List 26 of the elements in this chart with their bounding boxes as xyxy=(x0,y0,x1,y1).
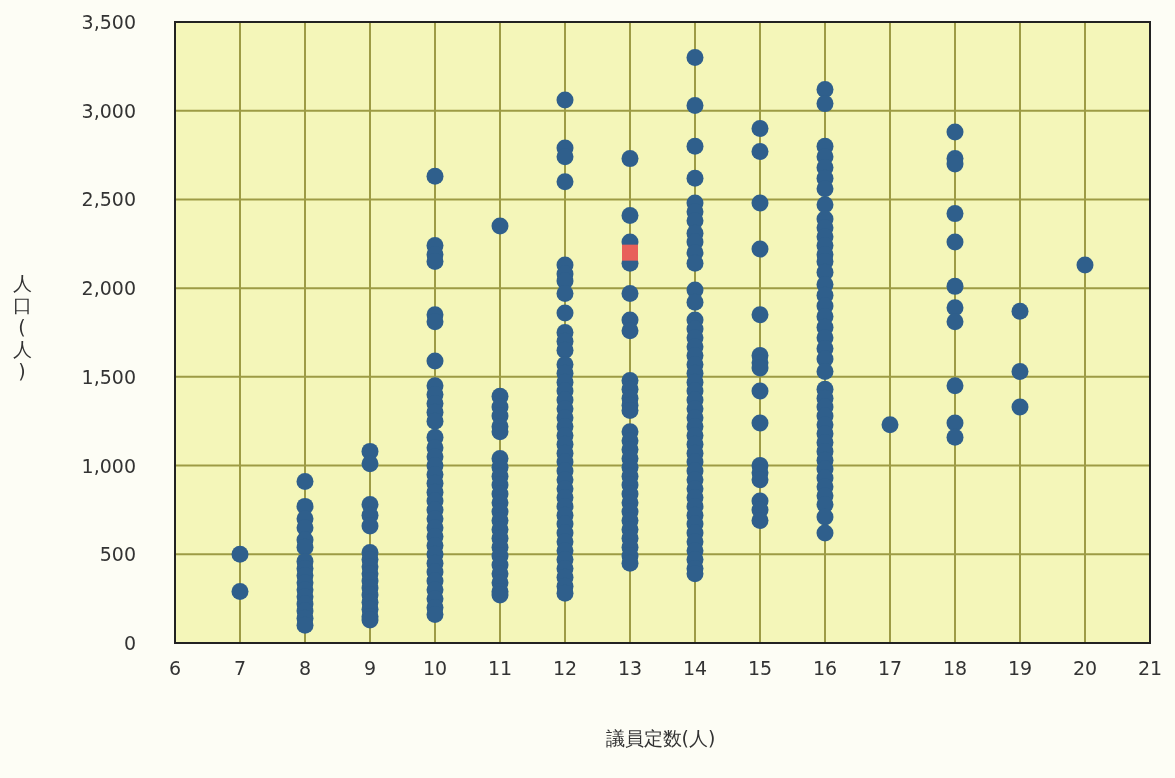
x-tick-label: 16 xyxy=(812,657,838,679)
y-tick-label: 1,500 xyxy=(81,365,136,388)
x-tick-label: 12 xyxy=(552,657,578,679)
x-tick-label: 11 xyxy=(487,657,513,679)
x-tick-label: 10 xyxy=(422,657,448,679)
y-tick-label: 3,000 xyxy=(81,99,136,122)
x-axis-title: 議員定数(人) xyxy=(605,727,716,749)
y-tick-label: 2,500 xyxy=(81,188,136,211)
x-tick-label: 14 xyxy=(682,657,708,679)
y-tick-label: 0 xyxy=(123,632,136,654)
y-tick-label: 2,000 xyxy=(81,277,136,300)
x-tick-label: 7 xyxy=(233,657,247,679)
y-tick-label: 1,000 xyxy=(81,454,136,477)
y-tick-label: 500 xyxy=(99,543,136,566)
x-tick-label: 17 xyxy=(877,657,903,679)
x-tick-label: 9 xyxy=(363,657,377,679)
x-tick-label: 19 xyxy=(1007,657,1033,679)
x-tick-label: 8 xyxy=(298,657,312,679)
x-tick-label: 13 xyxy=(617,657,643,679)
x-tick-label: 20 xyxy=(1072,657,1098,679)
x-tick-label: 18 xyxy=(942,657,968,679)
y-axis-title: 人口(人) xyxy=(12,272,32,382)
x-tick-label: 6 xyxy=(168,657,182,679)
y-tick-label: 3,500 xyxy=(81,11,136,33)
x-tick-label: 21 xyxy=(1137,657,1163,679)
x-tick-label: 15 xyxy=(747,657,773,679)
